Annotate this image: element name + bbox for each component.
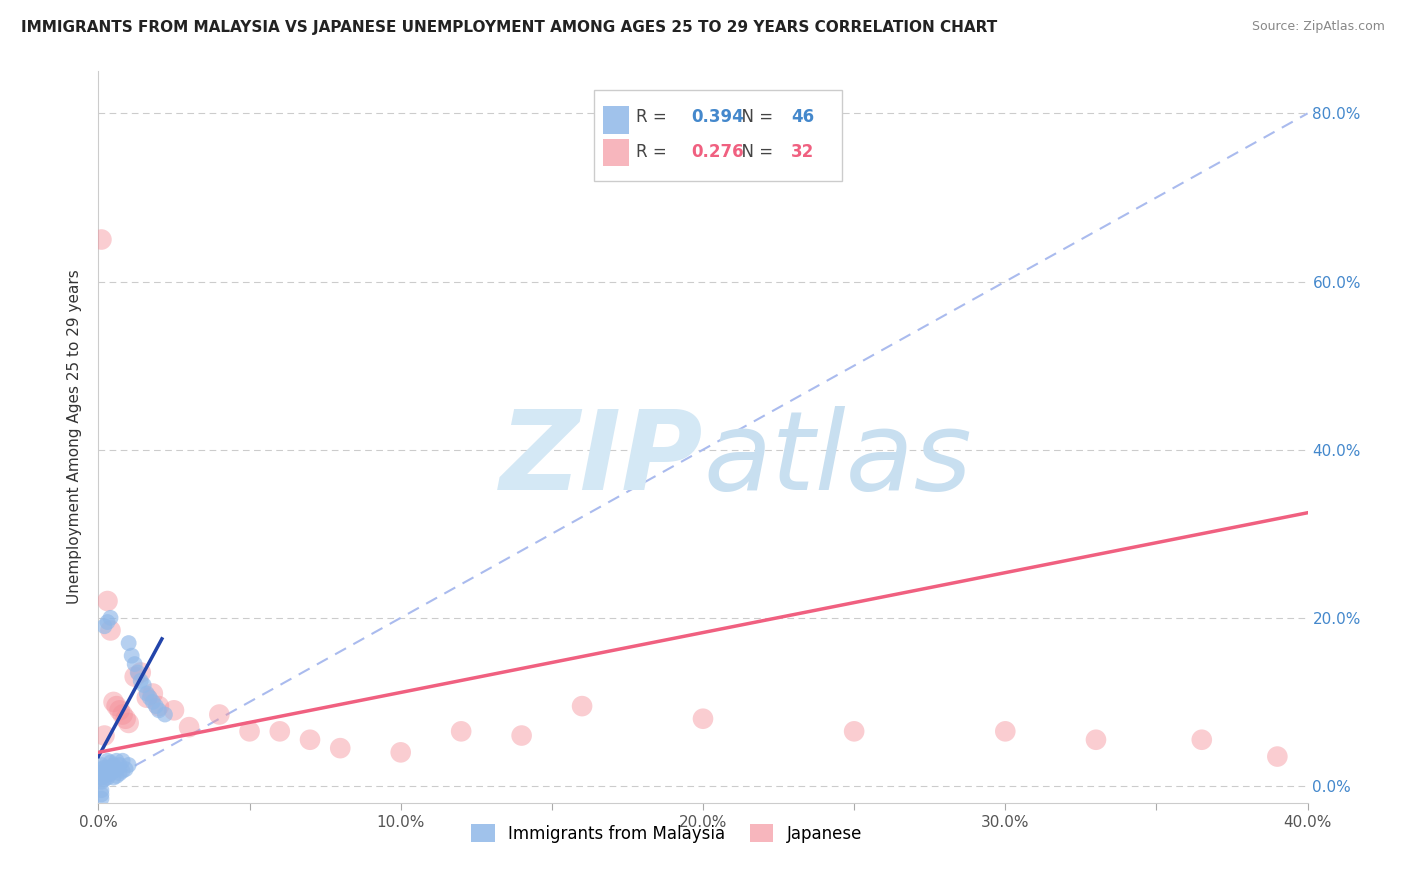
Point	[96, 615, 118, 629]
Point	[90, 758, 112, 772]
Point	[118, 636, 141, 650]
Point	[114, 712, 136, 726]
Point	[90, 771, 112, 785]
Point	[100, 624, 122, 638]
Text: 0.276: 0.276	[690, 143, 744, 161]
Point	[111, 754, 134, 768]
Point	[100, 756, 122, 770]
Point	[571, 699, 593, 714]
Point	[108, 766, 131, 780]
Point	[129, 673, 152, 688]
Point	[103, 771, 125, 785]
Text: R =: R =	[637, 109, 672, 127]
Point	[96, 762, 118, 776]
Point	[124, 670, 146, 684]
Point	[153, 707, 176, 722]
Point	[111, 764, 134, 778]
Point	[105, 754, 128, 768]
Point	[389, 745, 412, 759]
Point	[105, 762, 128, 776]
Point	[135, 690, 157, 705]
Point	[103, 764, 125, 778]
Point	[90, 233, 112, 247]
Point	[179, 720, 201, 734]
Point	[100, 760, 122, 774]
Point	[90, 766, 112, 780]
Point	[105, 769, 128, 783]
Point	[994, 724, 1017, 739]
Text: IMMIGRANTS FROM MALAYSIA VS JAPANESE UNEMPLOYMENT AMONG AGES 25 TO 29 YEARS CORR: IMMIGRANTS FROM MALAYSIA VS JAPANESE UNE…	[21, 20, 997, 35]
Text: R =: R =	[637, 143, 672, 161]
Text: 46: 46	[792, 109, 814, 127]
Point	[93, 619, 115, 633]
Point	[96, 767, 118, 781]
Text: N =: N =	[731, 143, 778, 161]
Point	[142, 686, 165, 700]
Point	[114, 762, 136, 776]
Point	[132, 678, 155, 692]
Text: ZIP: ZIP	[499, 406, 703, 513]
Point	[93, 760, 115, 774]
Point	[90, 774, 112, 789]
Point	[269, 724, 291, 739]
Point	[96, 754, 118, 768]
Point	[96, 594, 118, 608]
Point	[239, 724, 262, 739]
Point	[118, 758, 141, 772]
FancyBboxPatch shape	[595, 90, 842, 181]
FancyBboxPatch shape	[603, 106, 630, 134]
Point	[111, 707, 134, 722]
Point	[450, 724, 472, 739]
Point	[510, 729, 533, 743]
Point	[208, 707, 231, 722]
Point	[692, 712, 714, 726]
Point	[105, 699, 128, 714]
Point	[299, 732, 322, 747]
Y-axis label: Unemployment Among Ages 25 to 29 years: Unemployment Among Ages 25 to 29 years	[67, 269, 83, 605]
Point	[90, 783, 112, 797]
Point	[127, 665, 149, 680]
Point	[148, 699, 170, 714]
Point	[96, 771, 118, 785]
Point	[142, 695, 165, 709]
Point	[100, 766, 122, 780]
Point	[93, 729, 115, 743]
Point	[844, 724, 866, 739]
Text: N =: N =	[731, 109, 778, 127]
Point	[93, 769, 115, 783]
Text: Source: ZipAtlas.com: Source: ZipAtlas.com	[1251, 20, 1385, 33]
Point	[103, 758, 125, 772]
Point	[121, 648, 143, 663]
Point	[1267, 749, 1289, 764]
Text: 32: 32	[792, 143, 814, 161]
Point	[148, 703, 170, 717]
Point	[108, 758, 131, 772]
Point	[90, 791, 112, 805]
Point	[108, 703, 131, 717]
Point	[1085, 732, 1108, 747]
Point	[135, 686, 157, 700]
Point	[145, 699, 167, 714]
Point	[103, 695, 125, 709]
Legend: Immigrants from Malaysia, Japanese: Immigrants from Malaysia, Japanese	[464, 818, 869, 849]
Point	[90, 762, 112, 776]
Point	[90, 788, 112, 802]
Point	[163, 703, 186, 717]
Point	[329, 741, 352, 756]
Point	[100, 611, 122, 625]
Text: atlas: atlas	[703, 406, 972, 513]
Point	[93, 764, 115, 778]
Point	[93, 772, 115, 787]
FancyBboxPatch shape	[603, 138, 630, 167]
Point	[118, 715, 141, 730]
Text: 0.394: 0.394	[690, 109, 744, 127]
Point	[129, 665, 152, 680]
Point	[139, 690, 162, 705]
Point	[1191, 732, 1213, 747]
Point	[124, 657, 146, 671]
